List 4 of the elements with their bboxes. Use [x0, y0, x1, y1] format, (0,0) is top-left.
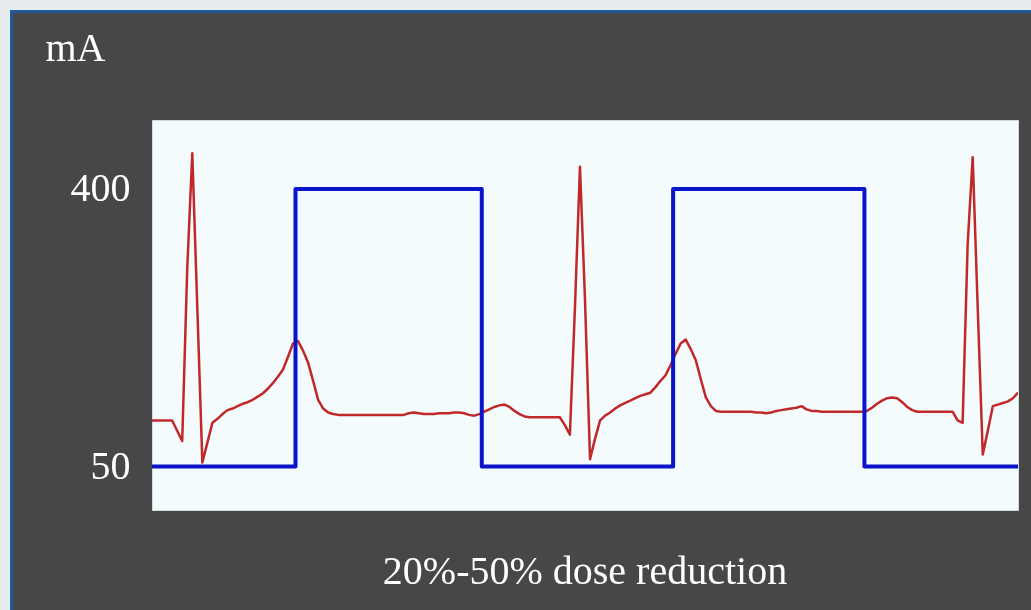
y-tick-label: 400 — [70, 165, 131, 211]
text: 20%-50% dose reduction — [382, 548, 788, 593]
y-tick-label: 50 — [90, 442, 131, 488]
y-axis-title: mA — [45, 24, 106, 70]
